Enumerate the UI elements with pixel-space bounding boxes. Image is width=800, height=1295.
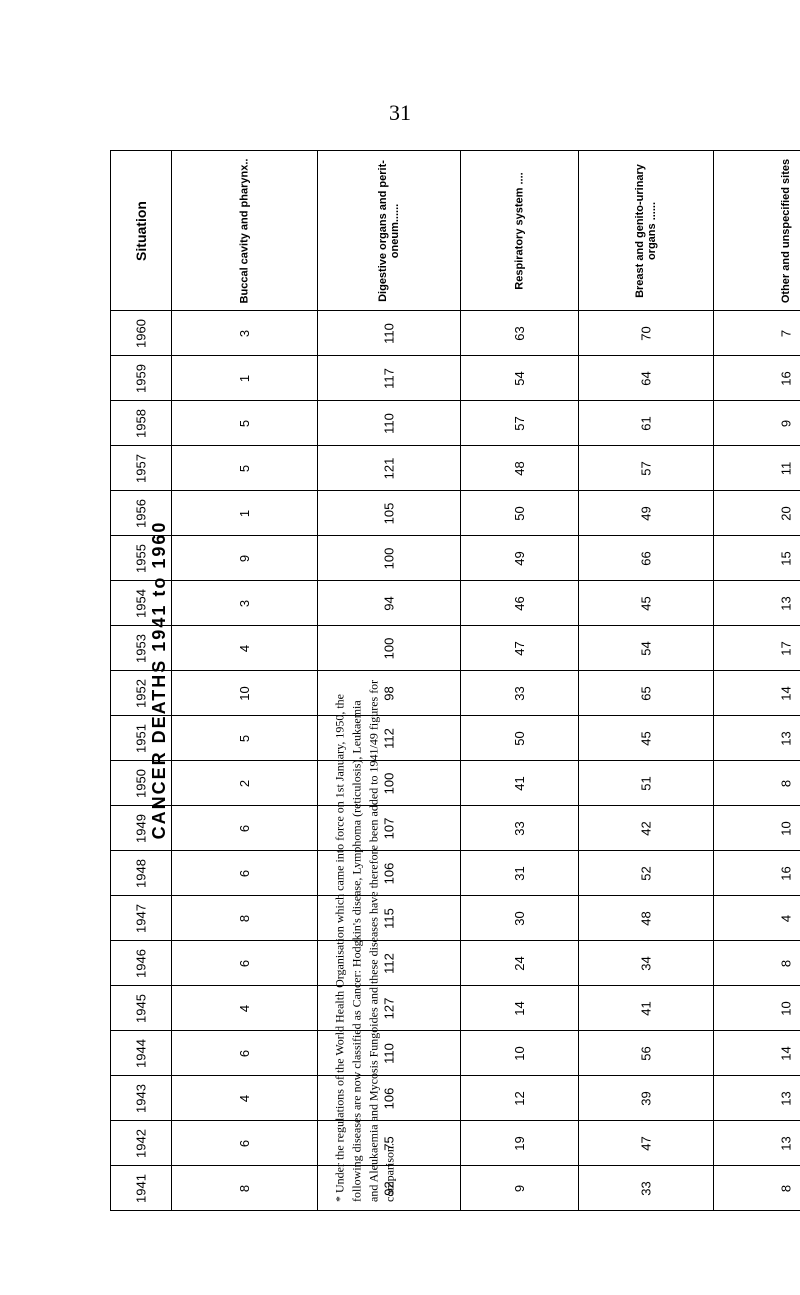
footnote: * Under the regulations of the World Hea… [331, 202, 398, 1202]
data-value: 9 [512, 1129, 527, 1246]
year-cell: 1941 [111, 1166, 172, 1211]
content-container: CANCER DEATHS 1941 to 1960 SituationBucc… [30, 130, 770, 1230]
data-cell: 9 [460, 1166, 578, 1211]
data-value: 8 [778, 1116, 793, 1260]
data-cell: 33 [578, 1166, 713, 1211]
situation-header: Situation [111, 151, 172, 311]
page-number: 31 [389, 100, 411, 126]
situation-label: Situation [133, 201, 149, 261]
year-label: 1941 [133, 1158, 148, 1218]
data-value: 33 [638, 1121, 653, 1255]
data-cell: 8 [713, 1166, 800, 1211]
cancer-deaths-table: SituationBuccal cavity and pharynx..Dige… [110, 150, 800, 1211]
category-label: Respiratory system .... [513, 172, 525, 289]
data-cell: 8 [171, 1166, 317, 1211]
page-container: 31 CANCER DEATHS 1941 to 1960 SituationB… [0, 0, 800, 1295]
data-value: 8 [237, 1116, 252, 1261]
